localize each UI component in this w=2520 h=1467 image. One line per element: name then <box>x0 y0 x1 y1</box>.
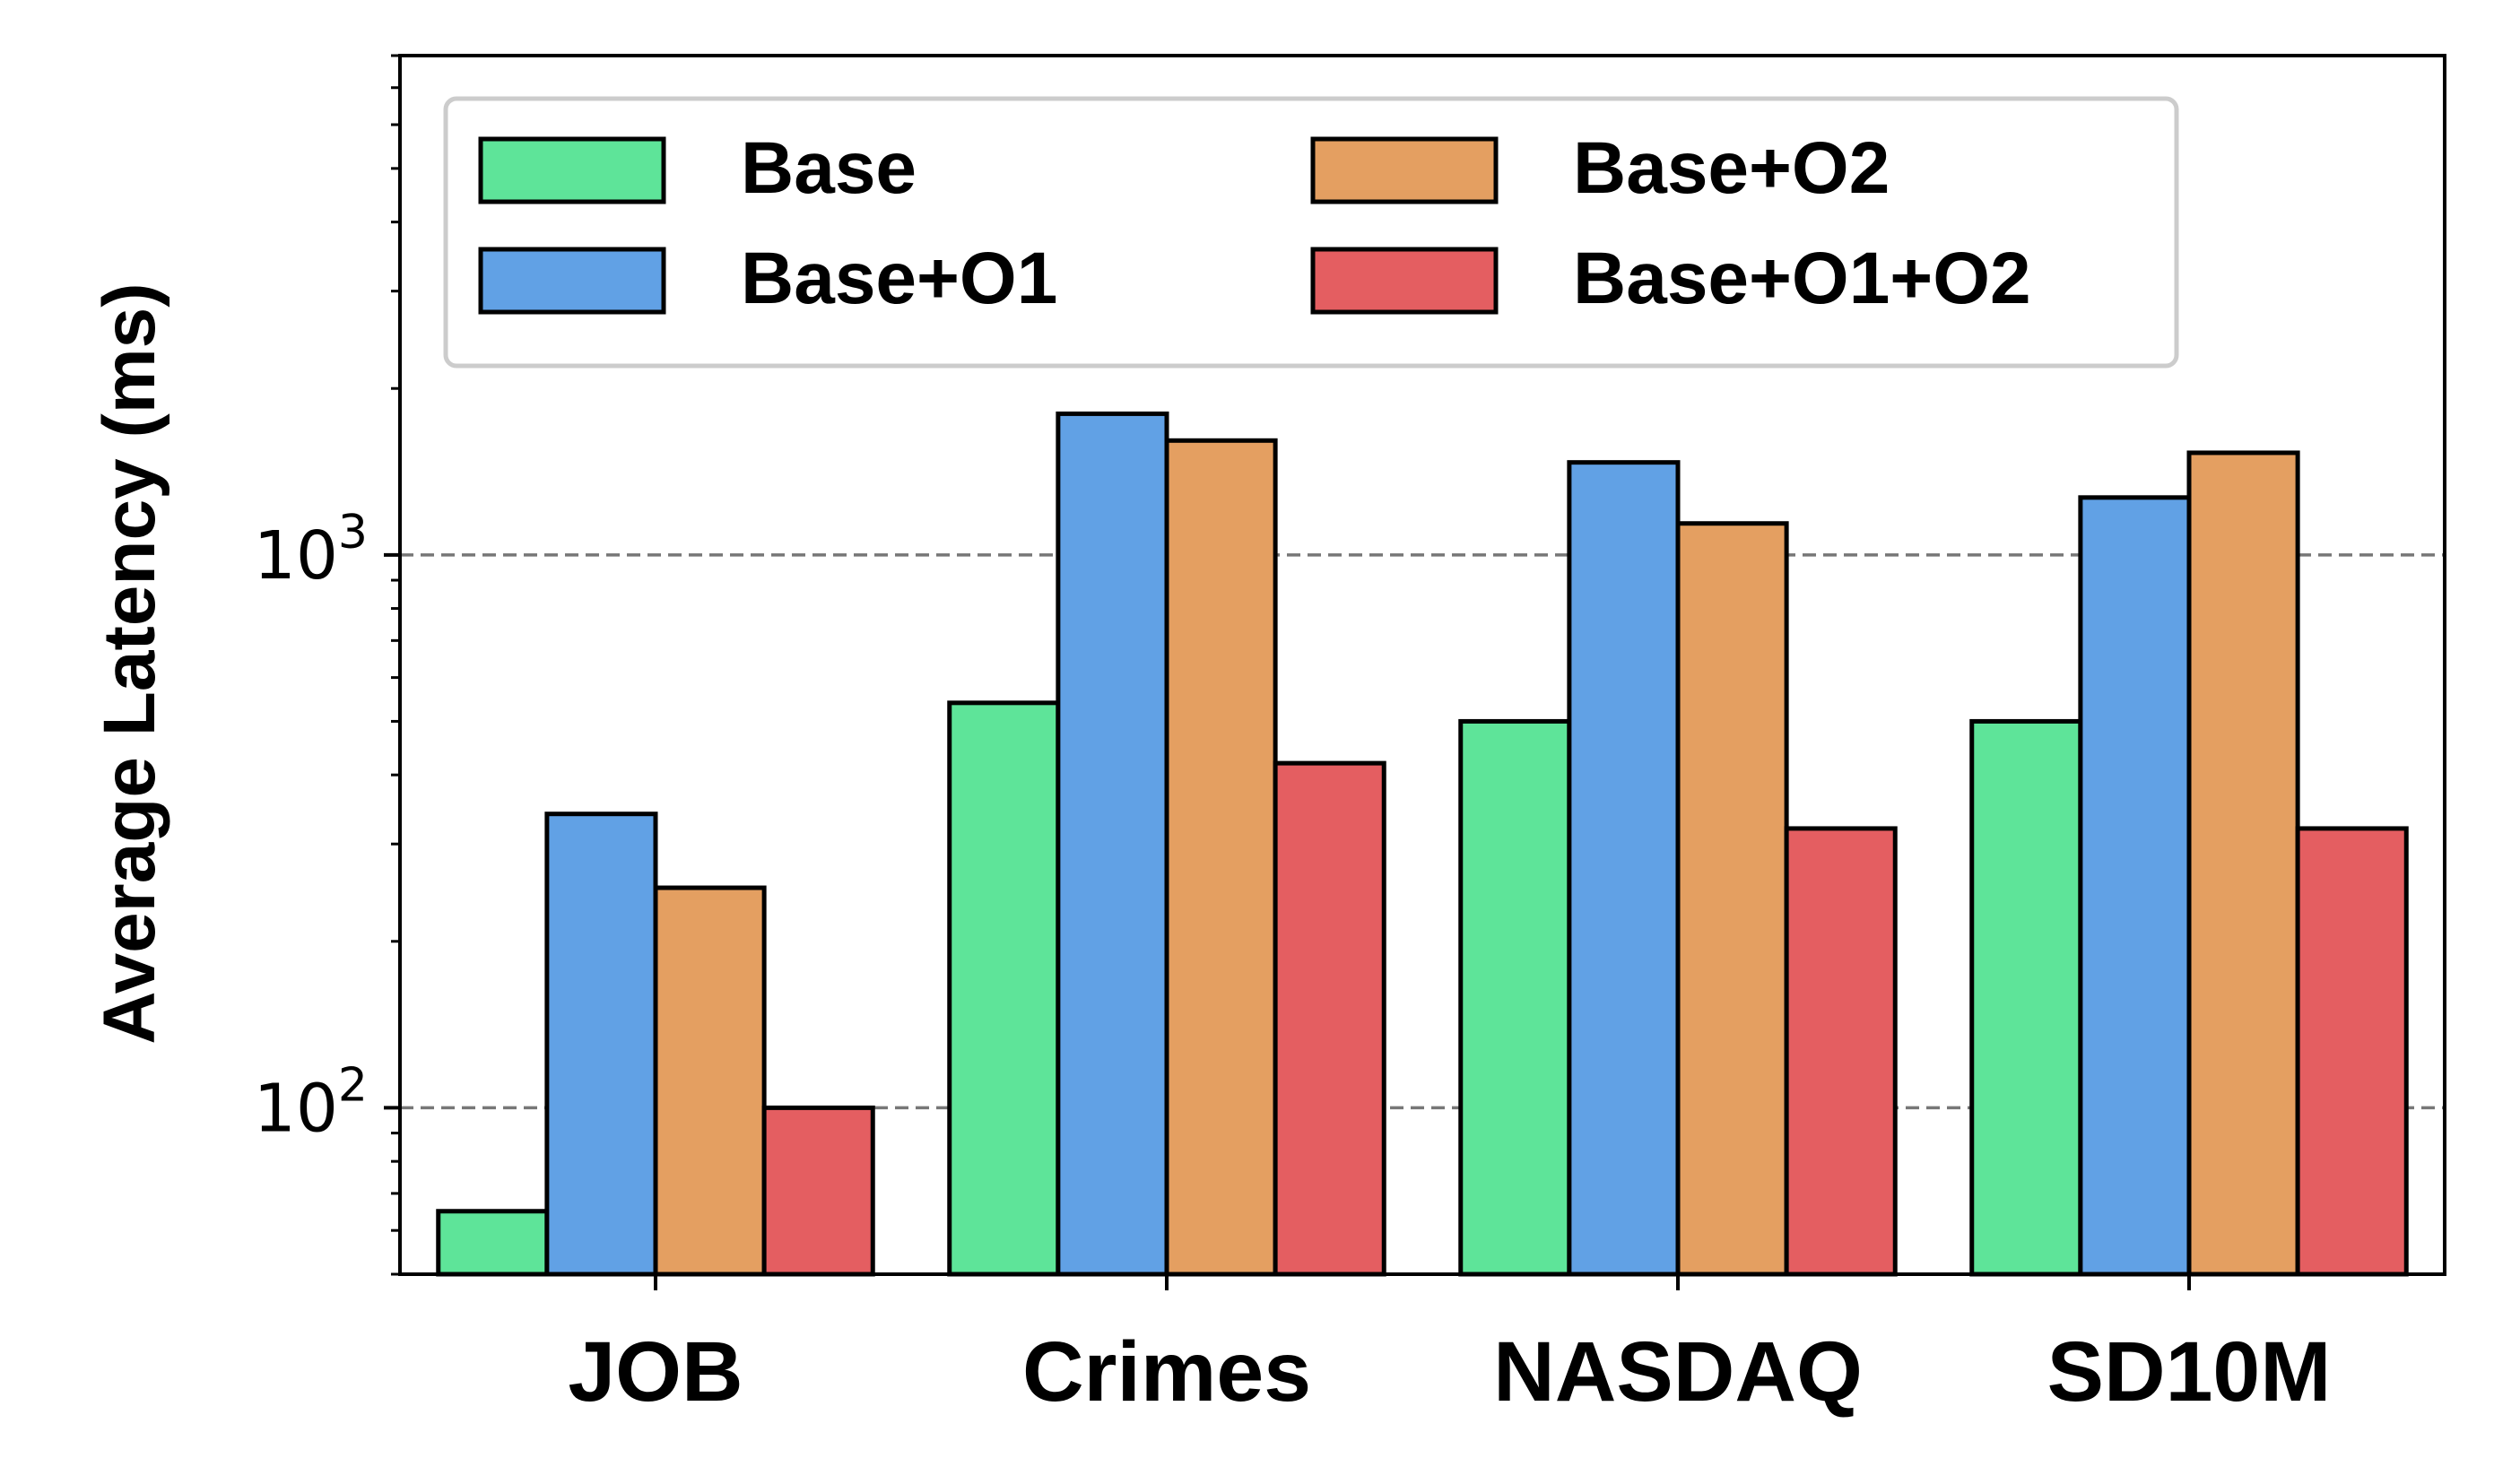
bar-nasdaq-base-o2 <box>1675 521 1789 1277</box>
bar-crimes-base <box>947 700 1061 1277</box>
legend-label-base-o1: Base+O1 <box>741 238 1057 319</box>
legend: Base Base+O1 Base+O2 Base+O1+O2 <box>443 96 2179 369</box>
bar-nasdaq-base-o1-o2 <box>1784 826 1898 1277</box>
bar-job-base <box>436 1209 550 1277</box>
legend-swatch-base <box>478 136 666 204</box>
y-tick-label-exponent: 3 <box>338 506 368 560</box>
legend-swatch-base-o1-o2 <box>1310 247 1499 315</box>
legend-label-base-o1-o2: Base+O1+O2 <box>1573 238 2031 319</box>
x-axis-ticks: JOB Crimes NASDAQ SD10M <box>568 1274 2331 1419</box>
legend-box <box>443 96 2179 369</box>
bar-job-base-o1-o2 <box>761 1105 875 1277</box>
bar-sd10m-base <box>1969 718 2083 1277</box>
bar-crimes-base-o1 <box>1056 411 1169 1277</box>
legend-label-base-o2: Base+O2 <box>1573 127 1890 209</box>
bar-crimes-base-o2 <box>1164 438 1278 1277</box>
legend-label-base: Base <box>741 127 917 209</box>
bar-sd10m-base-o2 <box>2186 450 2300 1277</box>
bar-nasdaq-base-o1 <box>1567 460 1681 1277</box>
y-tick-label-exponent: 2 <box>338 1058 368 1112</box>
y-tick-label: 103 <box>254 506 368 595</box>
y-tick-label: 102 <box>254 1058 368 1147</box>
y-tick-label-base: 10 <box>254 1070 338 1147</box>
x-tick-label-sd10m: SD10M <box>2047 1324 2332 1419</box>
legend-swatch-base-o1 <box>478 247 666 315</box>
y-axis-title: Average Latency (ms) <box>89 282 170 1044</box>
x-tick-label-nasdaq: NASDAQ <box>1493 1324 1863 1419</box>
bar-job-base-o2 <box>653 885 767 1277</box>
y-tick-label-base: 10 <box>254 517 338 595</box>
bar-job-base-o1 <box>544 812 658 1277</box>
bar-sd10m-base-o1 <box>2078 495 2192 1277</box>
bar-nasdaq-base <box>1458 718 1572 1277</box>
legend-swatch-base-o2 <box>1310 136 1499 204</box>
bar-crimes-base-o1-o2 <box>1273 760 1386 1277</box>
x-tick-label-crimes: Crimes <box>1022 1324 1311 1419</box>
plot-frame <box>398 54 2446 1276</box>
bars <box>436 411 2409 1277</box>
bar-sd10m-base-o1-o2 <box>2295 826 2409 1277</box>
x-tick-label-job: JOB <box>568 1324 743 1419</box>
